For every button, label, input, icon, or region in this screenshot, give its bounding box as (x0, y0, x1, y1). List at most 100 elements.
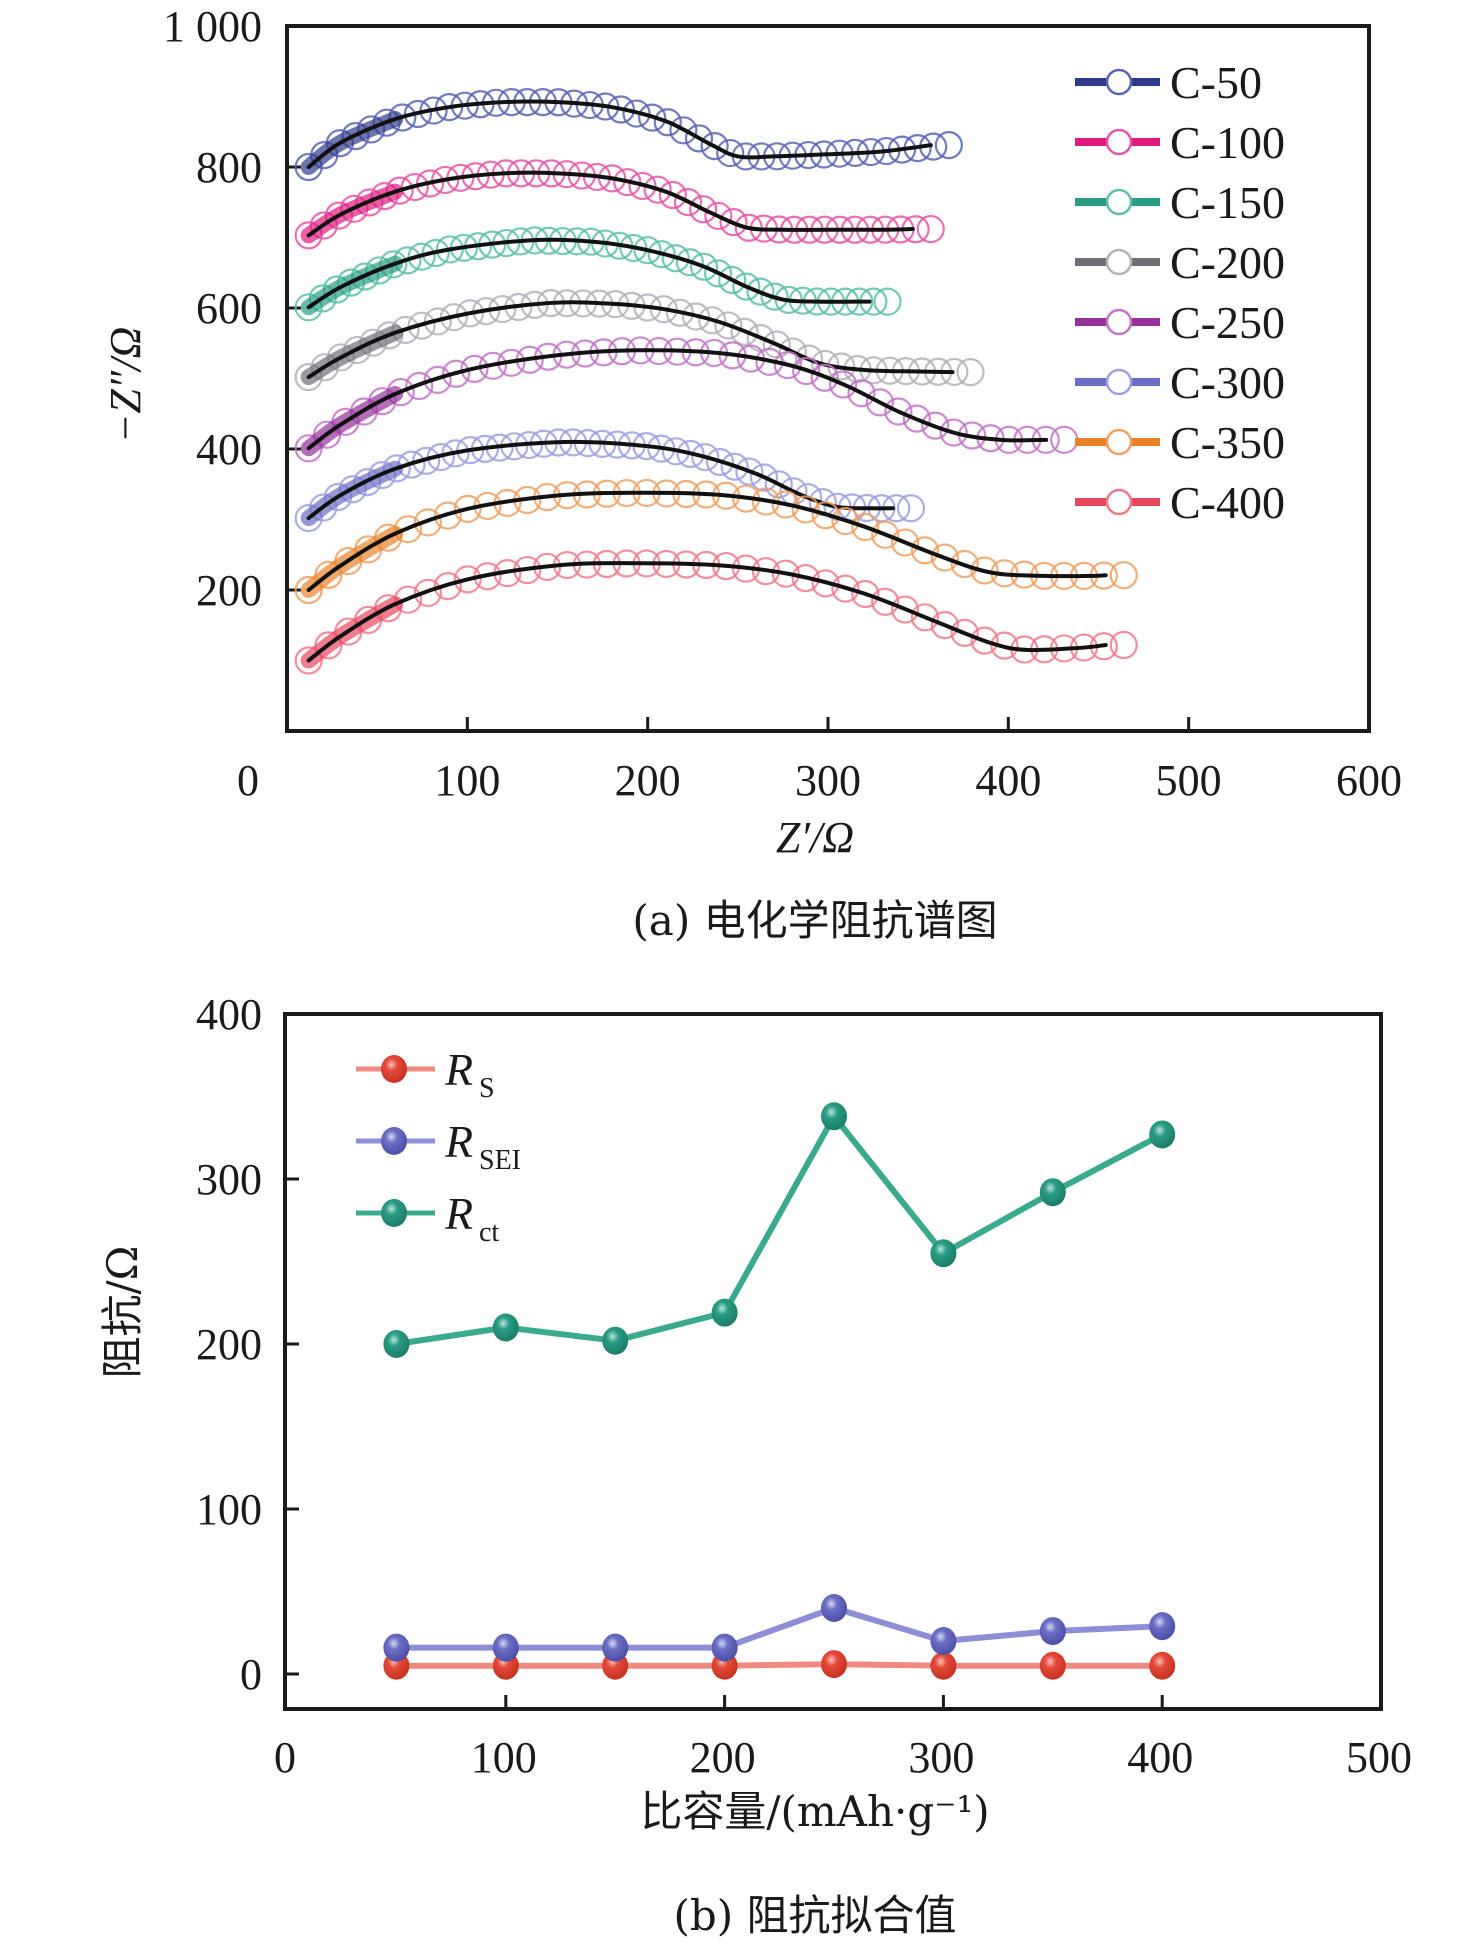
data-point-marker (691, 443, 720, 472)
data-point-marker (939, 418, 968, 447)
data-point-marker (1109, 630, 1138, 660)
y-tick-label: 0 (240, 1650, 262, 1699)
caption-b: (b) 阻抗拟合值 (673, 1891, 956, 1940)
series-c-300 (294, 428, 926, 533)
panel-a: 0 100 200 300 400 500 600 200 400 600 800 1 000 C-… (101, 2, 1402, 945)
data-point-marker (407, 242, 436, 271)
data-point (602, 1326, 629, 1355)
fit-line (306, 348, 1049, 451)
series-rsei (383, 1594, 1176, 1662)
legend-item: C-150 (1075, 177, 1285, 228)
data-point (711, 1633, 738, 1662)
data-point-marker (413, 508, 443, 537)
data-point-marker (460, 354, 489, 383)
data-point-marker (749, 463, 779, 492)
data-point-marker (851, 512, 880, 542)
data-point-marker (871, 587, 900, 616)
data-point-marker (970, 556, 999, 585)
data-point-marker (831, 506, 860, 536)
data-point (821, 1102, 847, 1131)
legend-label: C-100 (1170, 117, 1285, 168)
data-point-marker (294, 575, 323, 605)
data-point-marker (732, 272, 761, 301)
x-tick-label: 500 (1156, 756, 1222, 805)
legend-marker-icon (1105, 128, 1133, 156)
data-point-marker (453, 565, 482, 594)
legend-label: R (444, 1116, 473, 1167)
data-point-marker (407, 311, 436, 340)
data-point-marker (689, 195, 718, 224)
data-point-marker (689, 252, 719, 281)
series-c-150 (294, 226, 902, 322)
y-tick-label: 600 (196, 284, 262, 333)
data-point-marker (890, 528, 920, 557)
data-point-marker (622, 99, 651, 128)
legend-marker-icon (1105, 248, 1133, 276)
fit-line (306, 237, 872, 310)
legend-label: C-300 (1170, 357, 1285, 408)
data-point (711, 1298, 738, 1327)
x-tick-label: 300 (795, 756, 861, 805)
y-tick-label: 100 (196, 1485, 262, 1534)
y-axis-title-b: 阻抗/Ω (98, 1246, 147, 1379)
data-point-marker (643, 175, 672, 204)
data-point-marker (703, 259, 733, 288)
legend-marker-icon (1105, 368, 1133, 396)
data-point-marker (718, 265, 747, 295)
legend-label: C-150 (1170, 177, 1285, 228)
data-point-marker (433, 572, 462, 601)
data-point-marker (828, 370, 858, 399)
x-tick-label: 400 (975, 756, 1041, 805)
data-point-marker (714, 311, 743, 340)
data-point-marker (950, 618, 979, 647)
data-point-marker (811, 501, 840, 530)
data-point (1149, 1612, 1176, 1641)
data-point-marker (1050, 425, 1079, 454)
caption-a: (a) 电化学阻抗谱图 (632, 896, 997, 945)
legend-label: C-50 (1170, 57, 1262, 108)
data-point (492, 1313, 519, 1342)
data-point-marker (676, 439, 705, 469)
data-point-marker (698, 306, 727, 335)
data-point-marker (1109, 561, 1138, 590)
data-point-marker (896, 494, 926, 523)
data-point-marker (792, 356, 821, 386)
data-point-marker (413, 578, 443, 608)
data-point-marker (771, 559, 800, 588)
x-tick-label: 0 (274, 1733, 296, 1782)
series-group-b (383, 1102, 1176, 1680)
y-tick-label: 800 (196, 143, 262, 192)
data-point-marker (921, 411, 950, 440)
legend-marker-icon (1105, 188, 1133, 216)
data-point-marker (400, 172, 429, 202)
data-point (383, 1633, 410, 1662)
x-axis-title-b: 比容量/(mAh·g⁻¹) (640, 1787, 989, 1836)
series-line (396, 1605, 1163, 1651)
x-tick-label: 200 (615, 756, 681, 805)
legend-item: C-300 (1075, 357, 1285, 408)
legend-item: C-350 (1075, 417, 1285, 468)
legend-item: C-100 (1075, 117, 1285, 168)
data-point-marker (661, 244, 690, 273)
data-point (1149, 1120, 1176, 1149)
series-c-350 (294, 478, 1138, 605)
y-ticks-a: 200 400 600 800 1 000 (163, 2, 301, 615)
legend-label: R (444, 1044, 473, 1095)
fit-line (306, 300, 955, 380)
legend-item: C-400 (1075, 477, 1285, 528)
data-point-marker (716, 138, 745, 168)
legend-item: C-250 (1075, 297, 1285, 348)
y-tick-label: 400 (196, 425, 262, 474)
data-point-marker (606, 95, 636, 124)
legend-item: R SEI (356, 1116, 521, 1176)
data-point-marker (916, 214, 945, 244)
data-point (1039, 1617, 1066, 1646)
data-point-marker (433, 501, 462, 530)
x-tick-label: 0 (237, 756, 259, 805)
legend-marker-icon (1105, 428, 1133, 456)
data-point-marker (669, 116, 698, 145)
data-point-marker (865, 388, 895, 417)
